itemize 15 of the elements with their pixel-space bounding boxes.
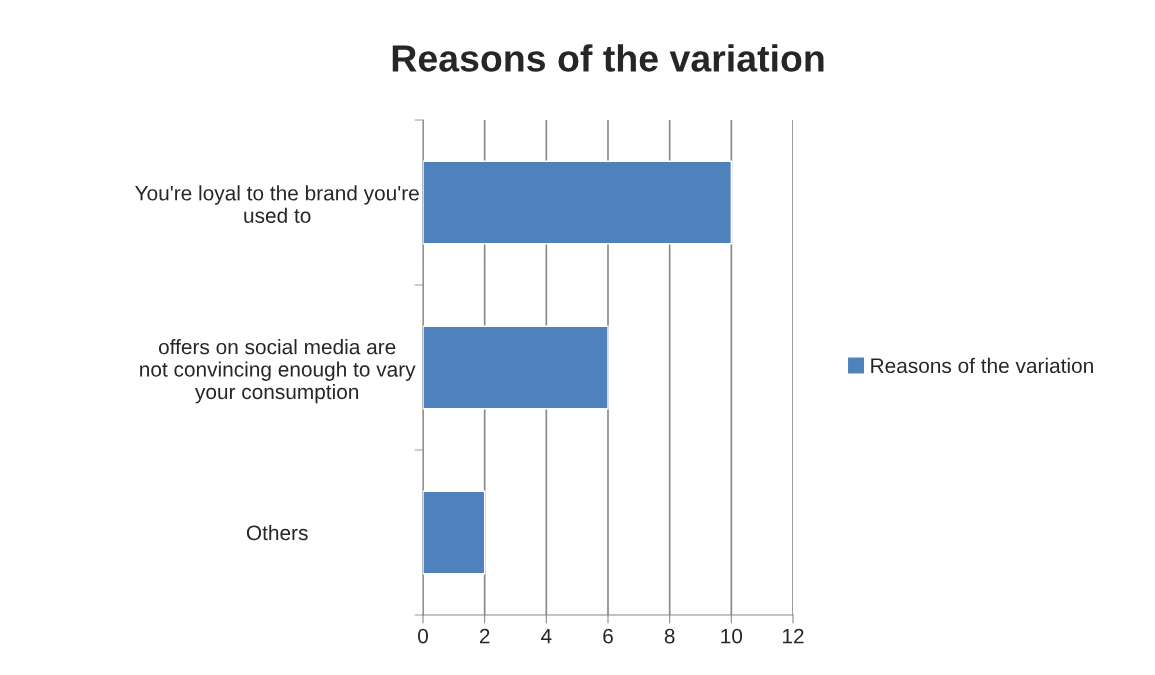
x-tick-label: 12 (783, 628, 804, 644)
y-tick-label: Others (246, 524, 308, 541)
bar (423, 160, 733, 245)
bar (423, 490, 486, 575)
x-tick-label: 8 (664, 628, 675, 644)
x-tick-label: 0 (418, 628, 428, 644)
x-tick-label: 6 (603, 628, 613, 644)
chart-title: Reasons of the variation (392, 44, 824, 72)
y-tick-label: You're loyal to the brand you're used to (135, 185, 419, 223)
x-tick-label: 2 (479, 628, 490, 644)
y-tick-label: offers on social media are not convincing enough to vary your consumption (140, 339, 416, 404)
bar (423, 325, 609, 410)
x-tick-label: 10 (721, 628, 743, 644)
x-tick-label: 4 (541, 628, 552, 644)
legend-label: Reasons of the variation (871, 357, 1093, 374)
